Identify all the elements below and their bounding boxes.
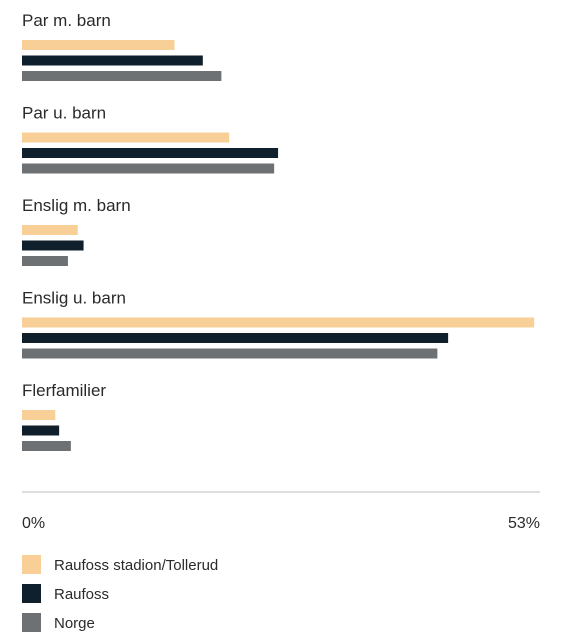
bar: [22, 425, 60, 436]
bar: [22, 410, 56, 420]
category-labels: Par m. barn Par u. barn Enslig m. barn Ensl…: [22, 11, 131, 400]
category-label: Enslig u. barn: [22, 289, 126, 308]
legend-swatch: [22, 584, 41, 603]
legend-label: Raufoss stadion/Tollerud: [54, 557, 218, 574]
category-label: Par u. barn: [22, 104, 106, 123]
bar: [22, 348, 438, 359]
bar: [22, 40, 175, 50]
bar: [22, 225, 78, 235]
bars: [22, 40, 535, 451]
legend: Raufoss stadion/Tollerud Raufoss Norge: [22, 555, 218, 632]
tick-label-min: 0%: [22, 515, 45, 532]
legend-swatch: [22, 555, 41, 574]
category-label: Par m. barn: [22, 11, 111, 30]
bar: [22, 441, 71, 451]
legend-label: Norge: [54, 615, 95, 632]
bar: [22, 148, 279, 158]
tick-label-max: 53%: [508, 515, 540, 532]
category-label: Flerfamilier: [22, 381, 106, 400]
bar: [22, 240, 84, 251]
category-label: Enslig m. barn: [22, 196, 131, 215]
legend-swatch: [22, 613, 41, 632]
legend-label: Raufoss: [54, 586, 109, 603]
bar: [22, 256, 68, 266]
bar: [22, 317, 535, 328]
bar: [22, 333, 449, 343]
bar: [22, 55, 203, 66]
bar: [22, 71, 222, 81]
bar: [22, 132, 230, 143]
bar: [22, 163, 275, 174]
